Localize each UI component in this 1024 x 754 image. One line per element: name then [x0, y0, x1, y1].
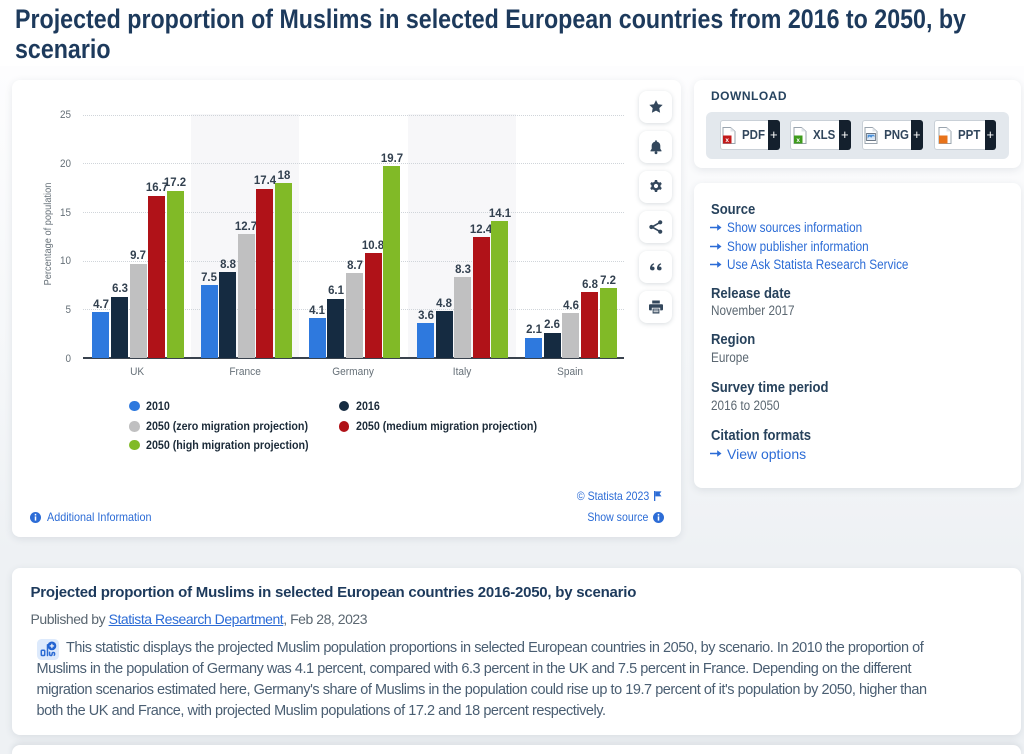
svg-text:x: x [726, 136, 730, 143]
svg-text:x: x [797, 136, 801, 143]
